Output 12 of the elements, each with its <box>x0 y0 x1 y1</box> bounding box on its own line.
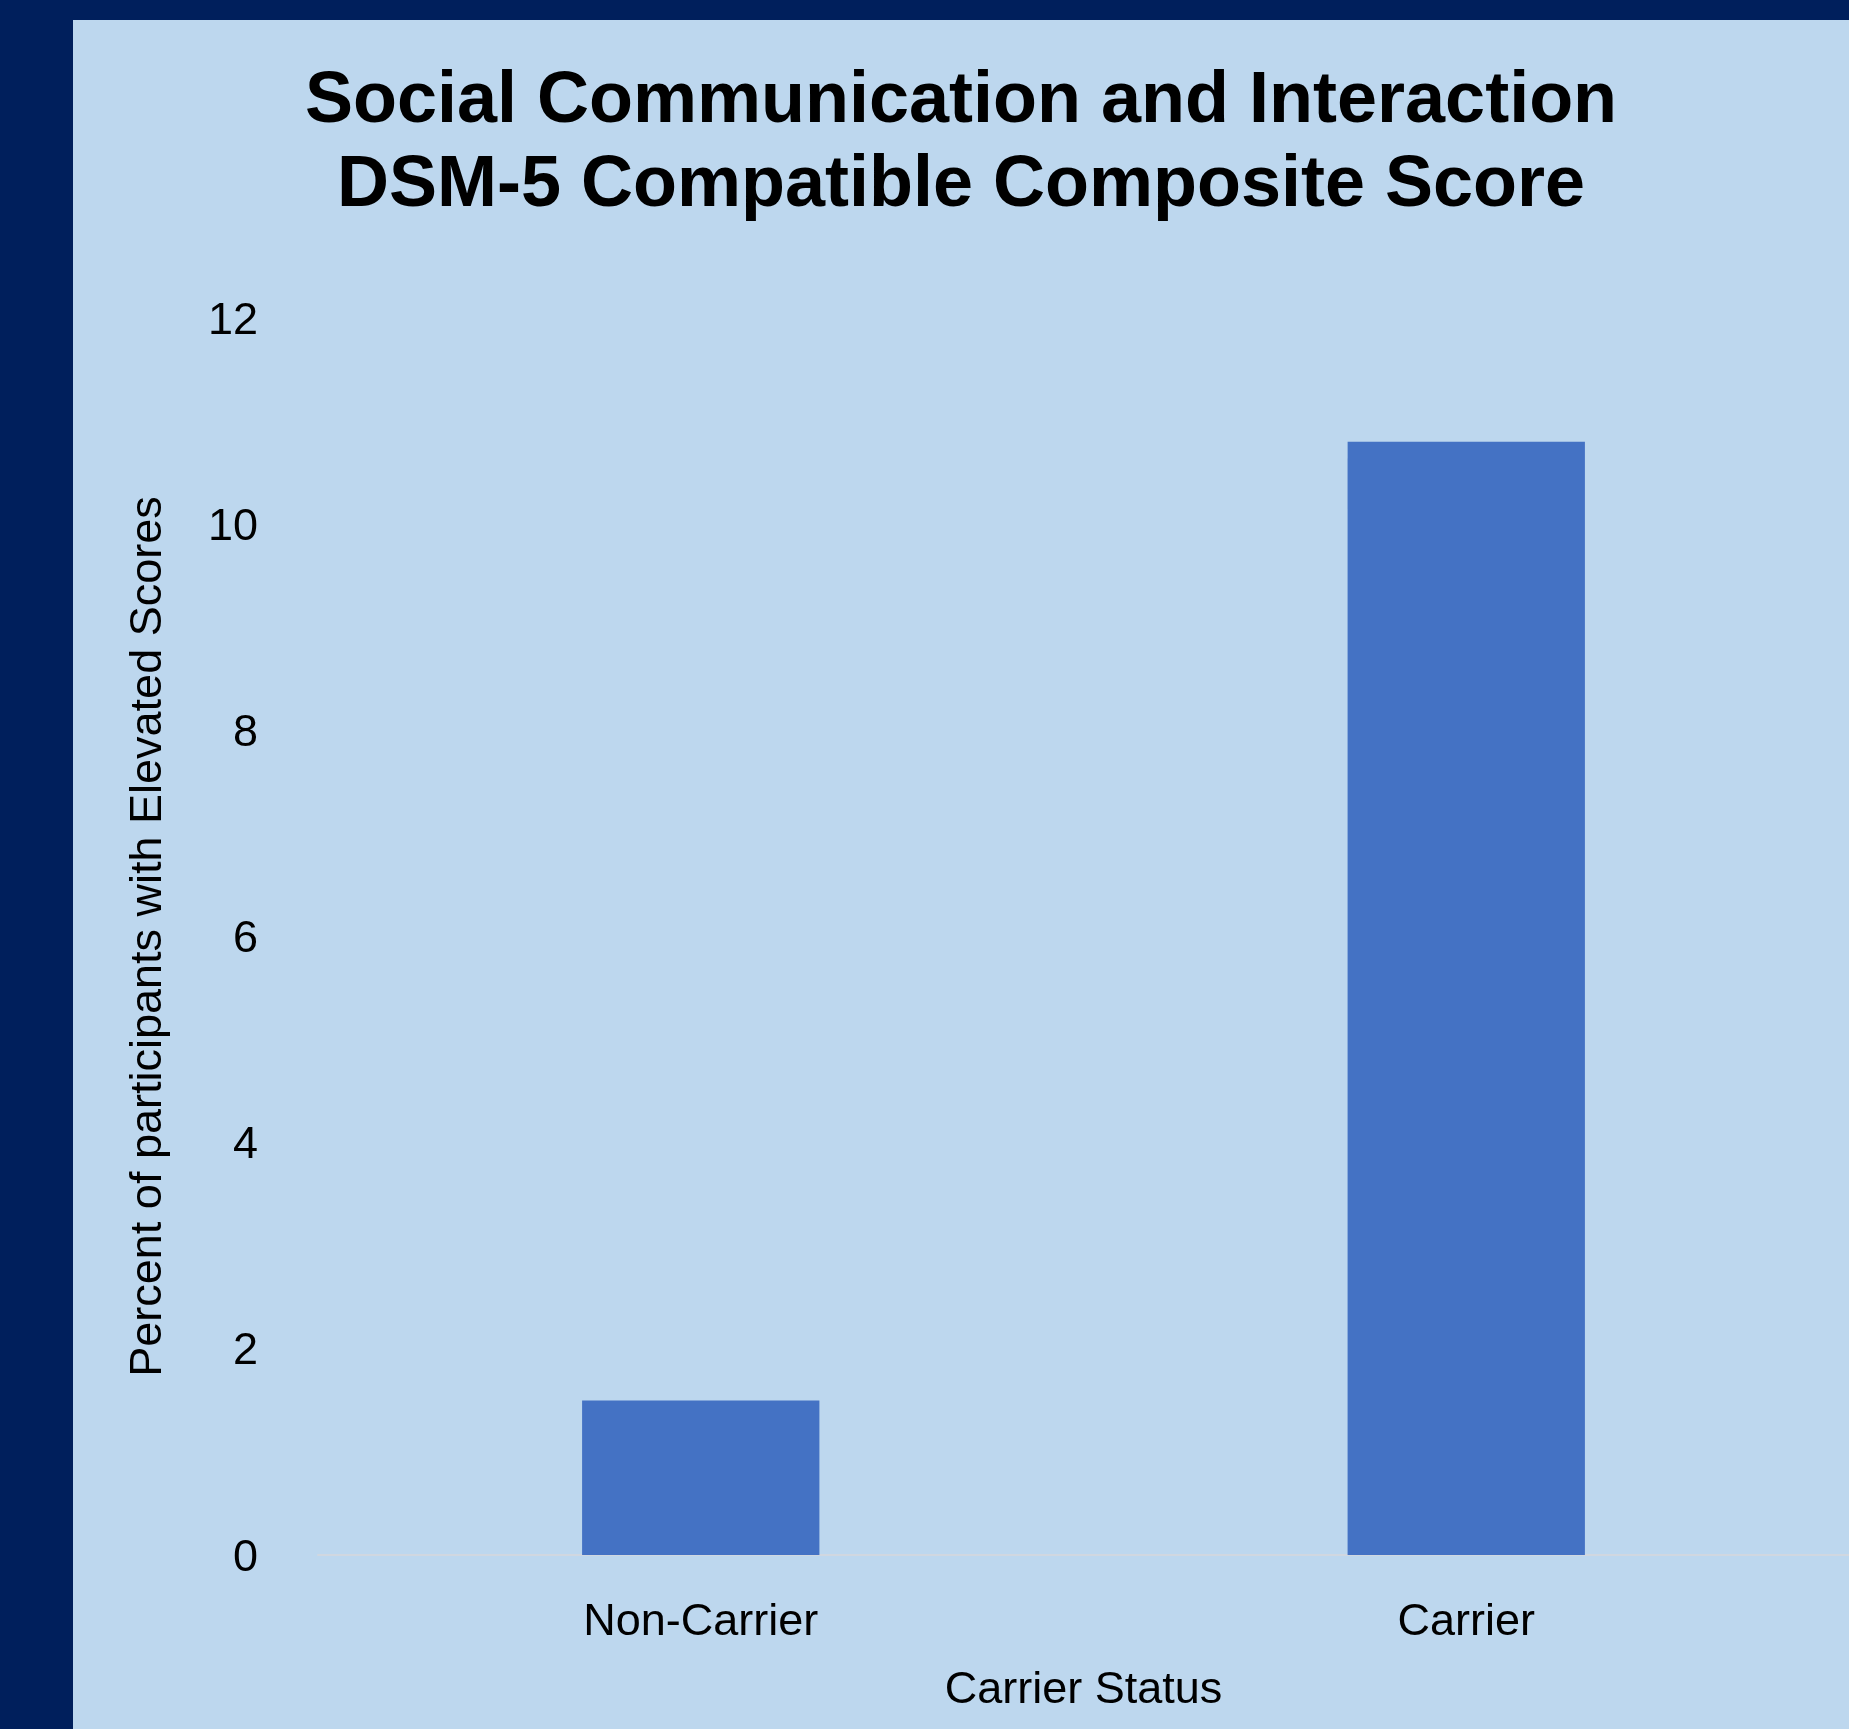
chart-title: Social Communication and Interaction DSM-5 Compatible Composite Score <box>304 57 1618 221</box>
y-tick-label: 12 <box>207 292 258 344</box>
x-tick-label: Carrier <box>1397 1594 1536 1645</box>
y-tick-label: 6 <box>232 911 258 962</box>
y-tick-label: 10 <box>207 498 258 550</box>
x-tick-label: Non-Carrier <box>583 1594 819 1645</box>
y-tick-label: 4 <box>232 1117 258 1169</box>
x-axis-title: Carrier Status <box>944 1662 1223 1713</box>
y-tick-label: 2 <box>232 1323 258 1375</box>
y-tick-label: 0 <box>232 1529 258 1581</box>
y-tick-label: 8 <box>232 704 258 756</box>
y-axis-title: Percent of participants with Elevated Scores <box>120 496 171 1377</box>
